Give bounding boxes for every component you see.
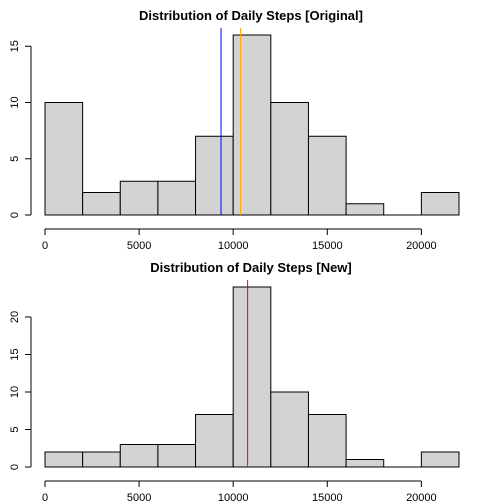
chart-title-new: Distribution of Daily Steps [New]: [150, 260, 352, 275]
y-tick-label: 5: [9, 156, 21, 162]
x-tick-label: 10000: [218, 240, 249, 252]
histogram-bar: [82, 192, 121, 216]
y-tick-label: 10: [9, 96, 21, 108]
y-tick-label: 15: [9, 348, 21, 360]
histogram-bar: [44, 451, 84, 468]
histogram-bar: [307, 414, 347, 468]
y-tick-label: 10: [9, 386, 21, 398]
histogram-bar: [119, 180, 159, 216]
chart-title-original: Distribution of Daily Steps [Original]: [139, 8, 363, 23]
histogram-bar: [119, 444, 159, 468]
histogram-bar: [232, 286, 272, 468]
histogram-bar: [157, 444, 197, 468]
y-tick-label: 20: [9, 311, 21, 323]
x-tick-label: 20000: [406, 492, 437, 504]
x-tick-label: 10000: [218, 492, 249, 504]
x-tick-label: 20000: [406, 240, 437, 252]
x-tick-label: 5000: [127, 240, 151, 252]
x-tick-label: 5000: [127, 492, 151, 504]
histogram-bar: [270, 391, 309, 468]
y-tick-label: 0: [9, 464, 21, 470]
histogram-bar: [307, 135, 347, 216]
histogram-bar: [270, 102, 309, 216]
histogram-bar: [232, 34, 272, 216]
x-tick-label: 0: [42, 240, 48, 252]
y-tick-label: 0: [9, 212, 21, 218]
y-tick-label: 5: [9, 426, 21, 432]
histogram-bar: [345, 203, 385, 216]
histogram-bar: [82, 451, 121, 468]
histogram-bar: [195, 414, 234, 468]
histogram-new-panel: Distribution of Daily Steps [New] 0 5000 1…: [9, 260, 460, 504]
x-tick-label: 15000: [312, 240, 343, 252]
histogram-bar: [420, 192, 460, 216]
y-tick-label: 15: [9, 40, 21, 52]
histogram-bar: [345, 459, 385, 468]
histogram-bar: [195, 135, 234, 216]
histogram-bar: [420, 451, 460, 468]
x-tick-label: 0: [42, 492, 48, 504]
histogram-bar: [44, 102, 84, 216]
x-tick-label: 15000: [312, 492, 343, 504]
histogram-bar: [157, 180, 197, 216]
histogram-original-panel: Distribution of Daily Steps [Original] 0…: [9, 8, 460, 252]
